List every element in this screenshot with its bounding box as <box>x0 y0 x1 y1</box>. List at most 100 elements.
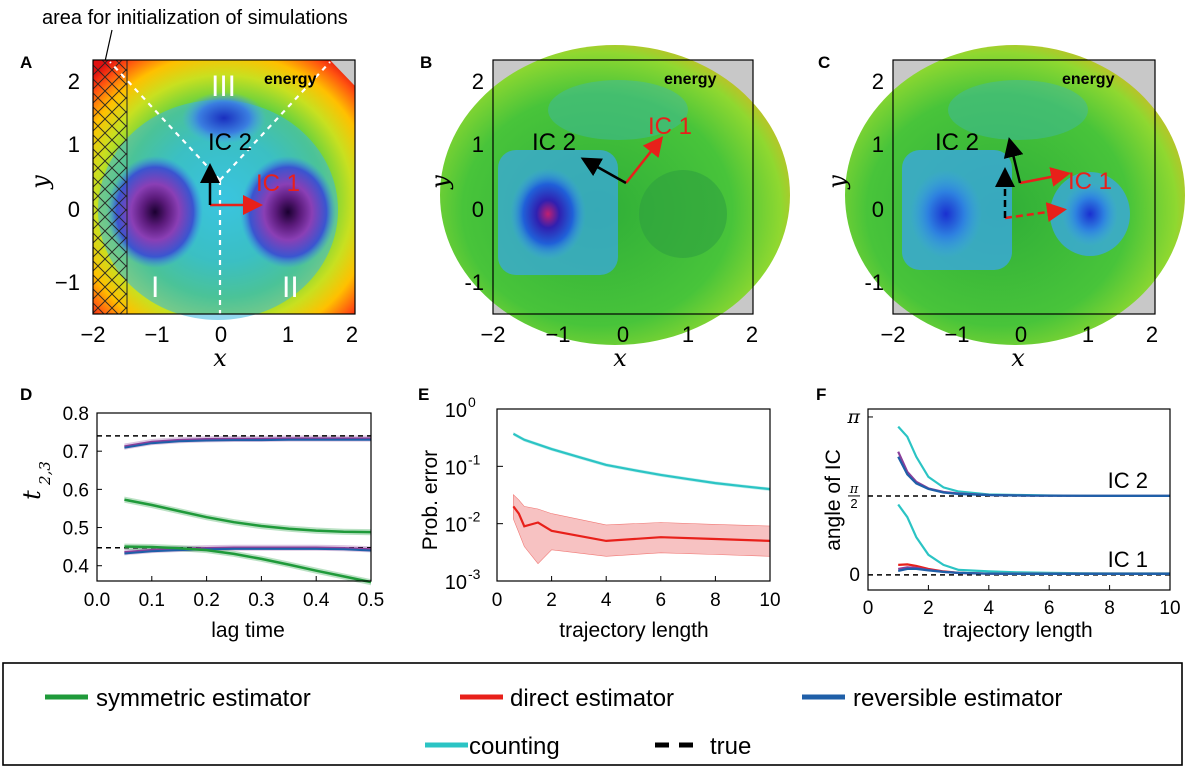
panel-e-ytick-label: 10 <box>445 515 467 537</box>
panel-c-ytick: 1 <box>872 132 884 157</box>
panel-e-band <box>513 432 770 491</box>
panel-b-xtick: 2 <box>746 322 758 347</box>
panel-c-ytick: 0 <box>872 197 884 222</box>
panel-d-series-line <box>124 437 371 448</box>
panel-e-xtick-label: 2 <box>546 590 557 611</box>
state-label-i: I <box>151 271 159 304</box>
panel-c-heatmap <box>845 45 1185 345</box>
panel-d-ytick-label: 0.6 <box>63 480 89 501</box>
panel-a-xtick: −1 <box>144 322 169 347</box>
panel-d-frame <box>96 412 372 582</box>
panel-f-curve-label: IC 1 <box>1108 547 1148 572</box>
panel-c-ytick: -1 <box>864 270 884 295</box>
panel-f-xtick-label: 4 <box>984 598 995 619</box>
panel-a-axes: 2 1 0 −1 −2 −1 0 1 2 <box>55 69 358 347</box>
panel-d-ytick-label: 0.4 <box>63 557 90 578</box>
panel-f-xtick-label: 2 <box>923 598 934 619</box>
panel-a-xlabel: x <box>213 344 227 372</box>
panel-c-xtick: 1 <box>1082 322 1094 347</box>
panel-d-reversible-line <box>124 438 371 449</box>
panel-e-ytick-label: 10 <box>445 400 467 422</box>
panel-a-heatmap <box>92 59 356 320</box>
legend-item-true: true <box>655 733 751 760</box>
panel-d-ytick-label: 0.8 <box>63 404 89 425</box>
panel-f-frame <box>867 408 1171 591</box>
panel-e-xlabel: trajectory length <box>559 619 708 642</box>
panel-a-ytick: 0 <box>68 197 80 222</box>
panel-e-ytick-label: 10 <box>445 457 467 479</box>
panel-c-ic2-arrow <box>1003 137 1024 184</box>
panel-e-xtick-label: 10 <box>759 590 780 611</box>
legend-item-symmetric: symmetric estimator <box>45 685 311 712</box>
legend-item-reversible: reversible estimator <box>802 685 1062 712</box>
panel-letter-e: E <box>418 385 429 404</box>
panel-c-ic1-arrow <box>1019 167 1071 187</box>
panel-f-xtick-label: 0 <box>863 598 874 619</box>
panel-d-xtick-label: 0.1 <box>139 590 165 611</box>
panel-c-xlabel: x <box>1011 344 1025 372</box>
panel-b-ytick: 1 <box>472 132 484 157</box>
panel-letter-a: A <box>20 53 32 72</box>
panel-e-ylabel: Prob. error <box>419 450 442 550</box>
state-label-iii: III <box>211 70 236 103</box>
panel-a-xtick: 1 <box>282 322 294 347</box>
panel-c-ylabel: y <box>823 175 851 190</box>
panel-d-xtick-label: 0.5 <box>358 590 384 611</box>
panel-b-axes: 2 1 0 -1 −2 −1 0 1 2 <box>464 69 758 347</box>
panel-letter-b: B <box>420 53 432 72</box>
legend-item-direct: direct estimator <box>460 685 674 712</box>
panel-b-ic1-arrow <box>625 136 664 184</box>
panel-d-band <box>124 496 372 536</box>
init-annotation: area for initialization of simulations <box>42 7 348 29</box>
panel-c-energy-label: energy <box>1062 71 1115 88</box>
panel-a-ytick: 1 <box>68 132 80 157</box>
panel-a-xtick: 0 <box>215 322 227 347</box>
panel-e-series-line <box>512 505 771 543</box>
panel-b-xtick: −2 <box>480 322 505 347</box>
panel-b-ytick: 0 <box>472 197 484 222</box>
panel-d-xtick-label: 0.2 <box>193 590 219 611</box>
panel-e-ytick-label: 10 <box>445 572 467 594</box>
panel-d-ylabel-main: t <box>18 490 46 500</box>
legend-label-true: true <box>710 733 751 760</box>
panel-d-reversible-line <box>124 547 372 555</box>
panel-b-ic1-label: IC 1 <box>648 113 692 140</box>
panel-e-xtick-label: 6 <box>656 590 667 611</box>
panel-f-xtick-label: 10 <box>1159 598 1180 619</box>
panel-f-xtick-label: 8 <box>1104 598 1115 619</box>
panel-a-energy-label: energy <box>264 71 317 88</box>
panel-d-series-line <box>124 546 372 554</box>
panel-b-ic2-label: IC 2 <box>532 129 576 156</box>
panel-a-xtick: −2 <box>80 322 105 347</box>
panel-d-xtick-label: 0.3 <box>248 590 274 611</box>
panel-b-xtick: 0 <box>617 322 629 347</box>
panel-f-ytick-label: 0 <box>849 565 860 586</box>
panel-d-xtick-label: 0.0 <box>84 590 110 611</box>
legend-label-counting: counting <box>469 733 560 760</box>
panel-a-ic2-label: IC 2 <box>208 129 252 156</box>
panel-b-ic2-arrow <box>580 157 627 185</box>
panel-b-xtick: −1 <box>545 322 570 347</box>
panel-f-ytick-denominator: 2 <box>850 496 857 511</box>
panel-e-xtick-label: 8 <box>710 590 721 611</box>
panel-b-ylabel: y <box>426 175 454 190</box>
panel-e-band <box>513 493 771 565</box>
panel-e-ytick-exponent: -3 <box>468 566 481 582</box>
panel-e-xtick-label: 4 <box>601 590 612 611</box>
panel-letter-f: F <box>816 385 826 404</box>
panel-d-series-line <box>124 498 372 534</box>
legend-item-counting: counting <box>425 733 560 760</box>
panel-c-xtick: 0 <box>1015 322 1027 347</box>
panel-f-series-line <box>897 456 1170 497</box>
panel-f-xlabel: trajectory length <box>943 619 1092 642</box>
panel-a-ylabel: y <box>26 175 54 190</box>
panel-f-ytick-label: π <box>847 406 861 428</box>
panel-c-xtick: −1 <box>944 322 969 347</box>
panel-f-ylabel: angle of IC <box>822 449 845 551</box>
state-label-ii: II <box>282 271 299 304</box>
panel-d-ytick-label: 0.5 <box>63 519 89 540</box>
panel-c-ic1-label: IC 1 <box>1068 168 1112 195</box>
panel-b-xtick: 1 <box>682 322 694 347</box>
panel-d-xlabel: lag time <box>211 619 285 642</box>
